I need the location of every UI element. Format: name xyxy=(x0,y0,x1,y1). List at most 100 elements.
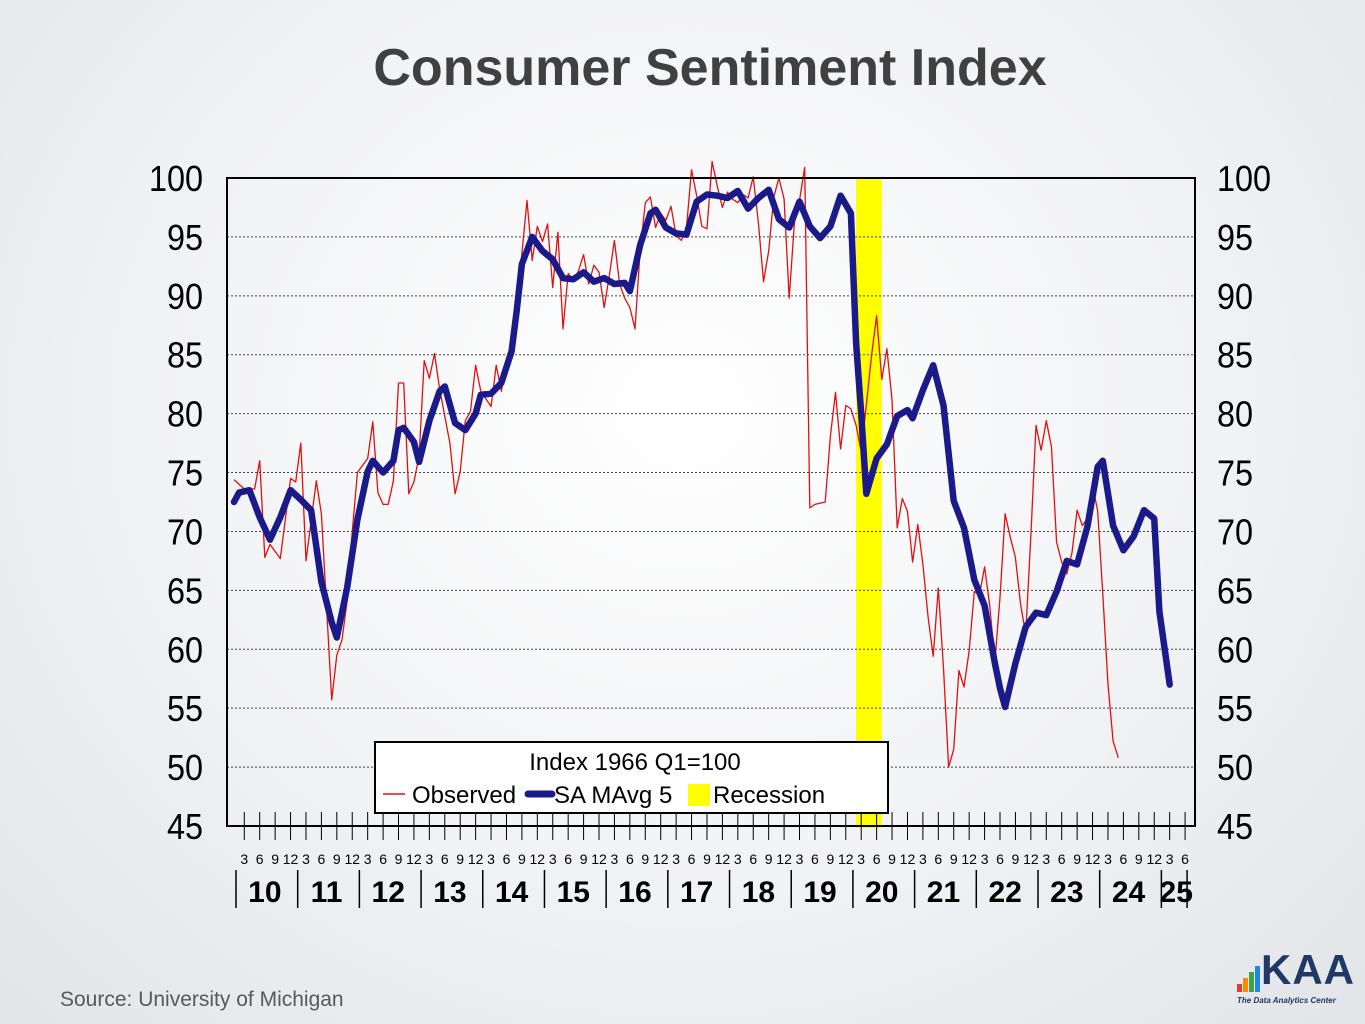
x-month-label: 9 xyxy=(580,851,588,867)
x-month-label: 3 xyxy=(796,851,804,867)
x-month-label: 12 xyxy=(1085,851,1101,867)
x-month-label: 6 xyxy=(1181,851,1189,867)
x-year-label: 24 xyxy=(1112,876,1146,909)
kaa-logo: KAA The Data Analytics Center xyxy=(1233,944,1354,1006)
x-month-label: 6 xyxy=(749,851,757,867)
x-month-label: 12 xyxy=(900,851,916,867)
x-month-label: 3 xyxy=(981,851,989,867)
y-tick-label-left: 50 xyxy=(167,749,203,789)
x-month-label: 12 xyxy=(468,851,484,867)
x-month-label: 6 xyxy=(503,851,511,867)
x-month-label: 9 xyxy=(1135,851,1143,867)
legend-ma-label: SA MAvg 5 xyxy=(554,782,672,809)
x-month-label: 6 xyxy=(996,851,1004,867)
recession-band xyxy=(856,178,882,828)
x-month-label: 12 xyxy=(344,851,360,867)
x-year-label: 20 xyxy=(865,876,898,909)
y-tick-label-left: 80 xyxy=(167,395,203,435)
x-month-label: 6 xyxy=(688,851,696,867)
x-year-label: 19 xyxy=(803,876,836,909)
x-month-label: 6 xyxy=(1119,851,1127,867)
x-year-label: 17 xyxy=(680,876,713,909)
x-month-label: 12 xyxy=(838,851,854,867)
x-month-label: 3 xyxy=(549,851,557,867)
x-month-label: 9 xyxy=(271,851,279,867)
series-sa-mavg-line xyxy=(230,186,1173,711)
y-tick-label-right: 90 xyxy=(1217,277,1253,317)
y-tick-label-left: 90 xyxy=(167,277,203,317)
x-month-label: 6 xyxy=(626,851,634,867)
x-month-label: 9 xyxy=(1073,851,1081,867)
chart-title: Consumer Sentiment Index xyxy=(373,39,1047,97)
x-year-label: 14 xyxy=(495,876,529,909)
y-tick-label-right: 60 xyxy=(1217,631,1253,671)
y-tick-label-left: 55 xyxy=(167,690,203,730)
x-month-label: 9 xyxy=(950,851,958,867)
x-month-label: 12 xyxy=(715,851,731,867)
legend-title: Index 1966 Q1=100 xyxy=(529,749,741,776)
x-month-label: 6 xyxy=(441,851,449,867)
plot-frame xyxy=(226,177,1196,827)
x-month-label: 6 xyxy=(564,851,572,867)
x-month-label: 3 xyxy=(240,851,248,867)
legend-recession-label: Recession xyxy=(713,782,825,809)
x-month-label: 6 xyxy=(811,851,819,867)
x-year-label: 11 xyxy=(311,876,343,909)
x-month-label: 9 xyxy=(395,851,403,867)
series-layer xyxy=(230,160,1173,768)
y-tick-label-right: 65 xyxy=(1217,572,1253,612)
x-month-label: 3 xyxy=(1166,851,1174,867)
x-month-label: 3 xyxy=(364,851,372,867)
y-tick-label-right: 70 xyxy=(1217,513,1253,553)
x-month-label: 9 xyxy=(333,851,341,867)
x-year-label: 16 xyxy=(618,876,651,909)
legend-observed-label: Observed xyxy=(412,782,516,809)
y-tick-label-left: 60 xyxy=(167,631,203,671)
x-month-label: 9 xyxy=(888,851,896,867)
x-month-label: 6 xyxy=(934,851,942,867)
x-month-label: 12 xyxy=(776,851,792,867)
source-note: Source: University of Michigan xyxy=(60,988,344,1011)
x-year-label: 10 xyxy=(248,876,281,909)
x-month-label: 9 xyxy=(1012,851,1020,867)
recession-band-layer xyxy=(856,178,882,828)
y-tick-label-right: 100 xyxy=(1217,159,1271,199)
grid-layer xyxy=(227,236,1195,768)
y-tick-label-left: 85 xyxy=(167,336,203,376)
series-observed-line xyxy=(233,160,1119,768)
x-month-label: 3 xyxy=(672,851,680,867)
x-month-label: 3 xyxy=(611,851,619,867)
x-month-label: 12 xyxy=(591,851,607,867)
x-month-label: 9 xyxy=(641,851,649,867)
y-tick-label-left: 70 xyxy=(167,513,203,553)
y-tick-label-right: 45 xyxy=(1217,807,1253,847)
y-tick-label-left: 100 xyxy=(149,159,203,199)
x-month-label: 9 xyxy=(765,851,773,867)
x-year-label: 23 xyxy=(1050,876,1083,909)
x-month-label: 12 xyxy=(1146,851,1162,867)
x-year-label: 18 xyxy=(742,876,775,909)
y-tick-label-right: 85 xyxy=(1217,336,1253,376)
x-month-label: 12 xyxy=(653,851,669,867)
x-month-label: 3 xyxy=(1042,851,1050,867)
x-month-label: 6 xyxy=(1058,851,1066,867)
x-month-label: 3 xyxy=(857,851,865,867)
x-month-label: 6 xyxy=(379,851,387,867)
y-tick-label-right: 50 xyxy=(1217,749,1253,789)
x-year-label: 15 xyxy=(557,876,590,909)
x-month-label: 12 xyxy=(1023,851,1039,867)
legend-box xyxy=(374,741,889,814)
x-month-label: 9 xyxy=(826,851,834,867)
x-month-label: 3 xyxy=(1104,851,1112,867)
x-year-label: 22 xyxy=(988,876,1021,909)
y-tick-label-left: 95 xyxy=(167,218,203,258)
x-year-label: 25 xyxy=(1160,876,1193,909)
x-month-label: 9 xyxy=(456,851,464,867)
tick-layer: 100 100 95 95 90 90 85 85 80 80 75 75 70 70 65 65 60 60 55… xyxy=(149,159,1271,909)
y-tick-label-left: 75 xyxy=(167,454,203,494)
x-month-label: 9 xyxy=(703,851,711,867)
x-month-label: 3 xyxy=(734,851,742,867)
x-month-label: 12 xyxy=(530,851,546,867)
x-month-label: 3 xyxy=(487,851,495,867)
